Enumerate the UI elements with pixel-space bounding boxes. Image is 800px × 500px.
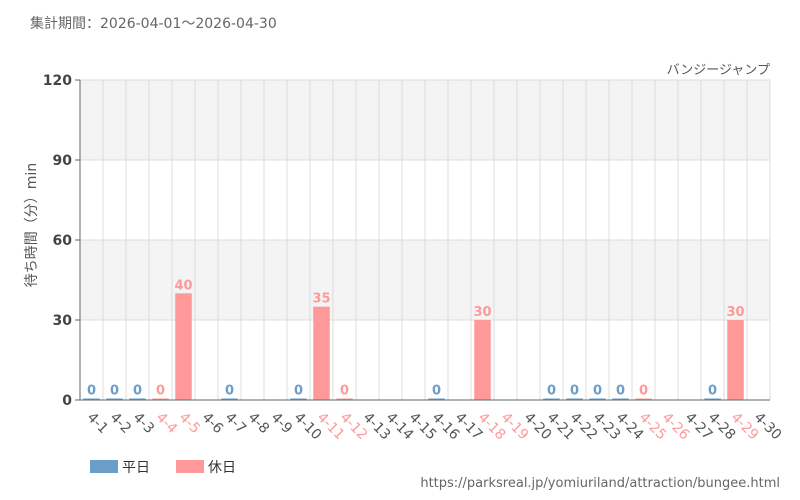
value-label-4-29: 30 [726, 305, 744, 320]
source-url: https://parksreal.jp/yomiuriland/attract… [420, 476, 780, 491]
value-label-4-22: 0 [570, 384, 579, 399]
x-tick-label-4-6: 4-6 [199, 410, 227, 438]
x-tick-label-4-4: 4-4 [153, 410, 181, 438]
y-tick-labels: 0 30 60 90 120 [43, 73, 72, 409]
y-tick-label: 0 [62, 393, 72, 409]
value-label-4-4: 0 [156, 384, 165, 399]
value-label-4-11: 35 [312, 292, 330, 307]
bar-4-28 [704, 398, 721, 400]
axes [75, 79, 770, 401]
bar-4-2 [106, 398, 123, 400]
x-tick-label-4-7: 4-7 [222, 410, 249, 437]
bar-4-25 [635, 398, 652, 400]
bar-4-4 [152, 398, 169, 400]
bar-4-1 [83, 398, 100, 400]
bar-4-21 [543, 398, 560, 400]
value-label-4-21: 0 [547, 384, 556, 399]
x-tick-label-4-3: 4-3 [130, 410, 157, 437]
value-label-4-18: 30 [473, 305, 491, 320]
period-text: 集計期間：2026-04-01〜2026-04-30 [30, 15, 277, 32]
legend-label-holiday: 休日 [208, 460, 236, 476]
bar-4-22 [566, 398, 583, 400]
x-tick-label-4-8: 4-8 [245, 410, 272, 437]
value-label-4-25: 0 [639, 384, 648, 399]
bar-4-3 [129, 398, 146, 400]
bar-4-5 [175, 293, 192, 400]
x-tick-label-4-5: 4-5 [176, 410, 203, 437]
value-label-4-10: 0 [294, 384, 303, 399]
bar-4-24 [612, 398, 629, 400]
value-label-4-7: 0 [225, 384, 234, 399]
y-axis-label: 待ち時間（分）min [24, 163, 40, 287]
bar-4-16 [428, 398, 445, 400]
legend-swatch-weekday [90, 460, 118, 473]
bar-4-18 [474, 320, 491, 400]
y-tick-label: 30 [53, 313, 73, 329]
bar-4-10 [290, 398, 307, 400]
value-label-4-1: 0 [87, 384, 96, 399]
value-label-4-16: 0 [432, 384, 441, 399]
bar-4-7 [221, 398, 238, 400]
value-label-4-2: 0 [110, 384, 119, 399]
x-tick-labels: 4-14-24-34-44-54-64-74-84-94-104-114-124… [84, 410, 785, 444]
y-tick-label: 120 [43, 73, 72, 89]
bar-4-11 [313, 306, 330, 400]
bar-4-29 [727, 320, 744, 400]
value-label-4-24: 0 [616, 384, 625, 399]
legend-label-weekday: 平日 [122, 460, 150, 476]
x-tick-label-4-2: 4-2 [107, 410, 134, 437]
value-label-4-3: 0 [133, 384, 142, 399]
x-tick-label-4-9: 4-9 [268, 410, 295, 437]
value-label-4-28: 0 [708, 384, 717, 399]
legend: 平日 休日 [90, 460, 236, 476]
chart-title: バンジージャンプ [667, 63, 770, 78]
y-tick-label: 90 [53, 153, 73, 169]
bar-4-23 [589, 398, 606, 400]
value-label-4-12: 0 [340, 384, 349, 399]
y-tick-label: 60 [53, 233, 73, 249]
x-tick-label-4-1: 4-1 [84, 410, 111, 437]
legend-swatch-holiday [176, 460, 204, 473]
value-label-4-5: 40 [174, 278, 192, 293]
value-label-4-23: 0 [593, 384, 602, 399]
bar-4-12 [336, 398, 353, 400]
